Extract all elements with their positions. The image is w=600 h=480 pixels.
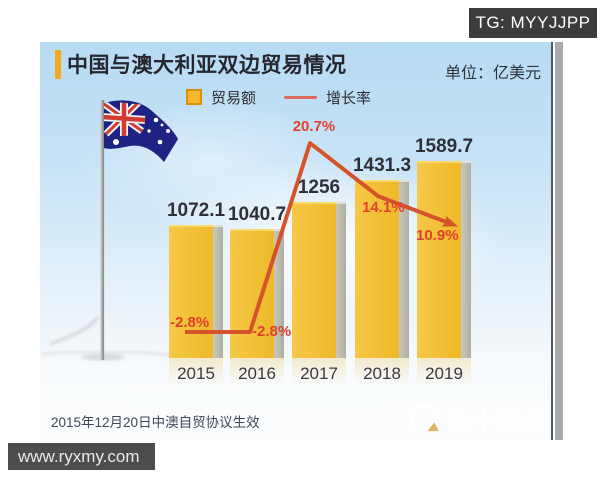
jin10-logo-text: 金十数据 <box>446 408 550 434</box>
year-label-2016: 2016 <box>238 364 276 383</box>
bar-side-2016 <box>274 229 284 358</box>
bar-value-label: 1431.3 <box>352 155 412 176</box>
year-label-2019: 2019 <box>425 364 463 383</box>
trade-chart: 中国与澳大利亚双边贸易情况 单位：亿美元 贸易额 增长率 1072.1 2015 1… <box>40 42 553 440</box>
legend: 贸易额 增长率 <box>186 88 372 107</box>
growth-rate-label: 10.9% <box>416 227 459 244</box>
chart-right-shadow <box>555 42 563 440</box>
line-legend-label: 增长率 <box>326 89 372 107</box>
growth-line-layer <box>185 141 459 334</box>
bar-side-2017 <box>336 202 346 358</box>
bar-reflection-2017 <box>292 358 346 386</box>
bar-side-2015 <box>213 225 223 358</box>
line-legend-swatch <box>284 95 318 99</box>
footnote: 2015年12月20日中澳自贸协议生效 <box>51 415 260 430</box>
bar-value-label: 1072.1 <box>166 200 226 221</box>
year-label-2018: 2018 <box>363 364 401 383</box>
bar-side-2019 <box>461 161 471 358</box>
jin10-logo: 金十数据 <box>410 402 550 437</box>
bar-value-label: 1040.7 <box>227 204 287 225</box>
tg-badge: TG: MYYJJPP <box>469 8 597 38</box>
year-label-2015: 2015 <box>177 364 215 383</box>
cursor-icon <box>427 422 442 437</box>
bar-value-label: 1589.7 <box>414 136 474 157</box>
bar-2015 <box>169 225 213 358</box>
growth-rate-label: 20.7% <box>292 118 336 135</box>
growth-rate-label: -2.8% <box>252 323 292 340</box>
bar-side-2018 <box>399 180 409 358</box>
unit-label: 单位：亿美元 <box>444 65 541 82</box>
bar-reflection-2016 <box>230 358 284 386</box>
bar-legend-label: 贸易额 <box>211 89 257 107</box>
watermark-url: www.ryxmy.com <box>8 443 155 470</box>
year-label-2017: 2017 <box>300 364 338 383</box>
jin10-logo-icon <box>410 405 442 437</box>
bar-reflection-2015 <box>169 358 223 386</box>
bar-2017 <box>292 202 336 358</box>
title-accent-bar <box>55 50 61 79</box>
growth-rate-label: 14.1% <box>362 199 405 216</box>
bar-value-label: 1256 <box>297 177 341 198</box>
growth-rate-label: -2.8% <box>170 314 210 331</box>
bar-reflection-2018 <box>355 358 409 386</box>
chart-title: 中国与澳大利亚双边贸易情况 <box>67 54 347 77</box>
bar-legend-swatch <box>186 89 202 105</box>
bar-2018 <box>355 180 399 358</box>
bar-2016 <box>230 229 274 358</box>
australia-flag-icon <box>41 100 191 361</box>
bar-reflection-2019 <box>417 358 471 386</box>
bar-2019 <box>417 161 461 358</box>
